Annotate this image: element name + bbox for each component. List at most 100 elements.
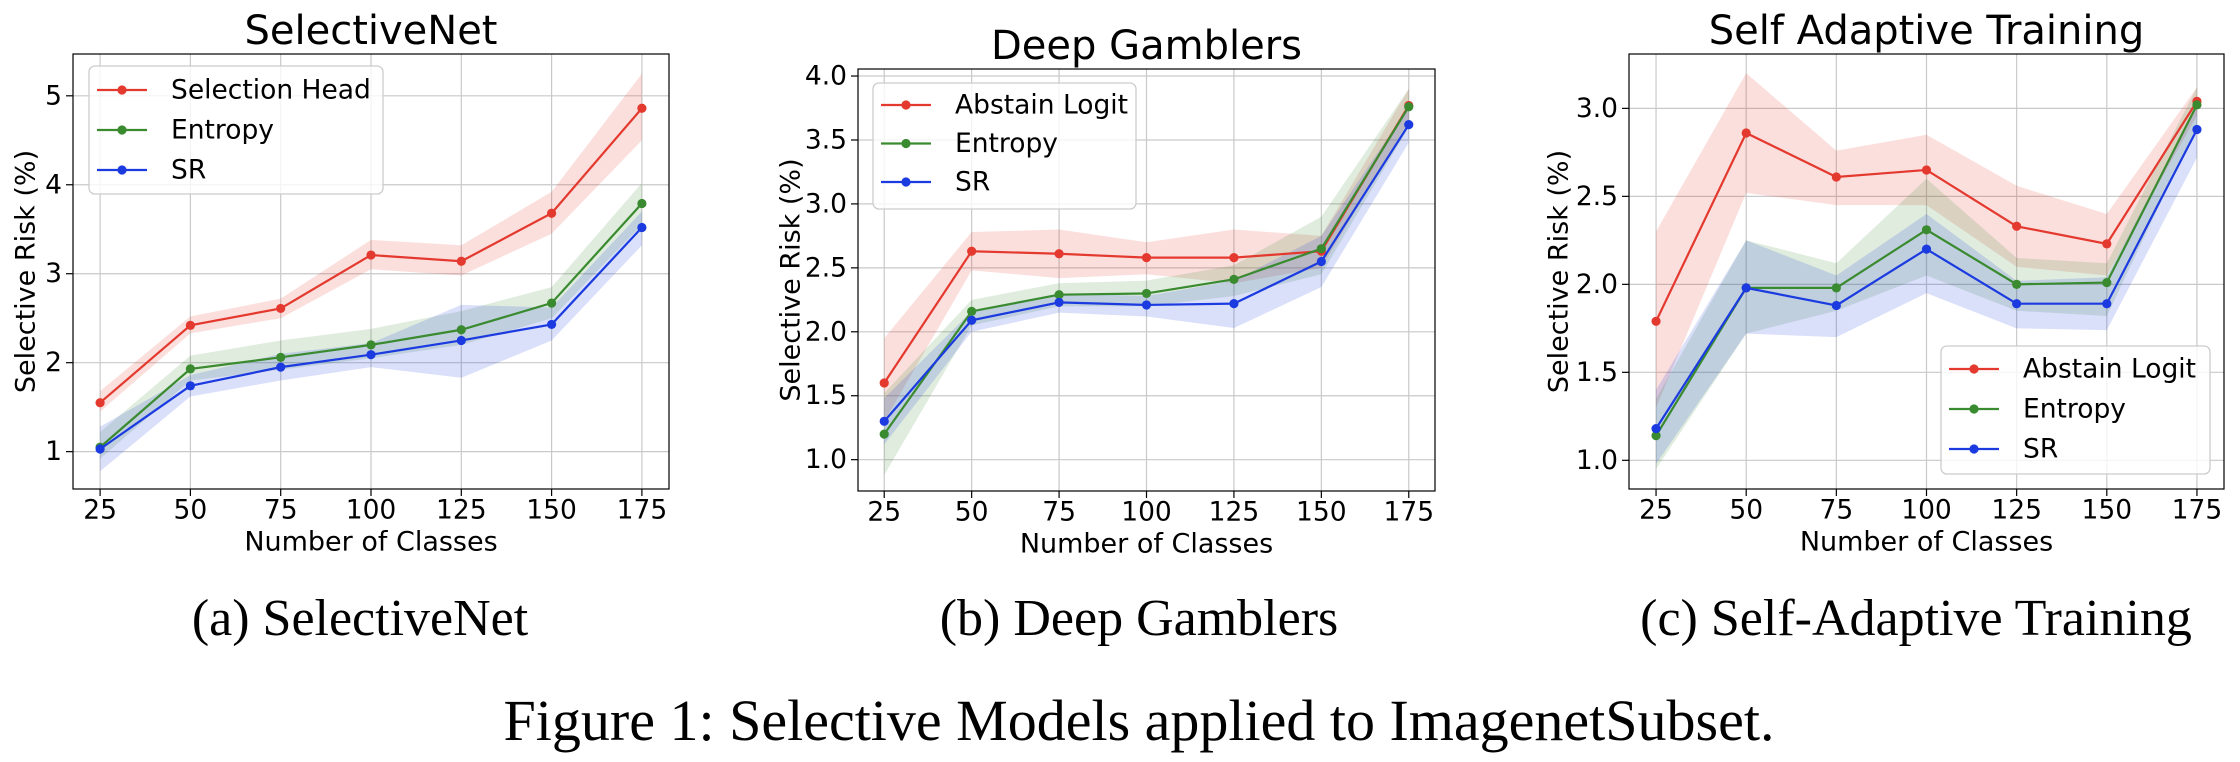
y-tick-label: 2 — [45, 347, 62, 378]
data-point-selection-head — [185, 320, 195, 330]
data-point-entropy — [1831, 283, 1841, 293]
data-point-sr — [366, 350, 376, 360]
y-tick-label: 3.5 — [805, 124, 847, 155]
y-tick-label: 3.0 — [805, 188, 847, 219]
legend-marker-abstain-logit — [1969, 364, 1979, 374]
data-point-entropy — [1316, 244, 1326, 254]
data-point-sr — [547, 319, 557, 330]
data-point-abstain-logit — [1141, 253, 1152, 263]
data-point-sr — [1651, 424, 1661, 434]
x-tick-label: 75 — [1819, 495, 1853, 526]
subcaption-c: (c) Self-Adaptive Training — [1640, 590, 2192, 647]
y-tick-label: 4.0 — [805, 61, 847, 92]
data-point-entropy — [366, 340, 376, 350]
data-point-abstain-logit — [1921, 165, 1932, 175]
data-point-entropy — [879, 429, 889, 439]
data-point-abstain-logit — [1229, 253, 1239, 263]
legend-marker-entropy — [1969, 404, 1979, 414]
x-tick-label: 50 — [174, 495, 208, 526]
data-point-sr — [1316, 256, 1326, 267]
data-point-selection-head — [547, 208, 557, 218]
data-point-sr — [1404, 120, 1414, 130]
data-point-abstain-logit — [879, 378, 889, 388]
x-tick-label: 100 — [1901, 495, 1952, 526]
y-axis-label: Selective Risk (%) — [1544, 150, 1575, 393]
legend-frame — [88, 65, 384, 195]
legend-label-abstain-logit: Abstain Logit — [955, 90, 1128, 121]
x-tick-label: 175 — [1383, 497, 1434, 528]
data-point-entropy — [1054, 290, 1064, 300]
legend-marker-sr — [117, 165, 127, 175]
band-abstain-logit — [1656, 73, 2197, 408]
x-tick-label: 25 — [867, 497, 901, 528]
data-point-entropy — [967, 306, 977, 316]
data-point-sr — [879, 416, 889, 426]
subcaption-a: (a) SelectiveNet — [191, 590, 529, 647]
y-tick-label: 1.5 — [1576, 357, 1618, 388]
data-point-sr — [1921, 244, 1932, 254]
x-tick-label: 25 — [1639, 495, 1673, 526]
legend-frame — [872, 82, 1137, 210]
data-point-entropy — [2012, 279, 2022, 289]
band-sr — [100, 211, 642, 472]
chart-title: Deep Gamblers — [991, 23, 1302, 69]
data-point-entropy — [2192, 100, 2202, 110]
data-point-entropy — [276, 352, 286, 362]
data-point-abstain-logit — [1741, 128, 1751, 138]
x-tick-label: 100 — [1121, 497, 1172, 528]
data-point-sr — [2012, 299, 2022, 309]
x-tick-label: 125 — [1991, 495, 2042, 526]
x-tick-label: 150 — [1296, 497, 1347, 528]
band-sr — [1656, 104, 2197, 464]
data-point-sr — [1054, 297, 1064, 307]
data-point-selection-head — [456, 256, 466, 266]
figure-caption: Figure 1: Selective Models applied to Im… — [503, 688, 1775, 753]
y-tick-label: 1 — [45, 436, 62, 467]
data-point-entropy — [1404, 102, 1414, 112]
legend-label-entropy: Entropy — [955, 128, 1058, 159]
y-tick-label: 1.0 — [1576, 445, 1618, 476]
chart-title: Self Adaptive Training — [1709, 8, 2145, 54]
band-sr — [884, 106, 1409, 445]
data-point-entropy — [1229, 274, 1239, 284]
data-point-sr — [2102, 299, 2112, 309]
data-point-entropy — [547, 298, 557, 308]
legend: Abstain Logit Entropy SR — [1940, 345, 2211, 475]
x-tick-label: 50 — [955, 497, 989, 528]
data-point-sr — [967, 315, 977, 325]
data-point-abstain-logit — [2102, 239, 2112, 249]
y-axis-label: Selective Risk (%) — [11, 150, 42, 393]
y-tick-label: 2.5 — [1576, 181, 1618, 212]
legend-label-selection-head: Selection Head — [171, 75, 371, 106]
x-tick-label: 150 — [2082, 495, 2133, 526]
data-point-sr — [185, 381, 195, 391]
y-tick-label: 5 — [45, 80, 62, 111]
legend-label-abstain-logit: Abstain Logit — [2023, 354, 2196, 385]
band-entropy — [1656, 87, 2197, 470]
y-tick-label: 3.0 — [1576, 93, 1618, 124]
legend-marker-selection-head — [117, 85, 127, 95]
legend-label-entropy: Entropy — [2023, 394, 2126, 425]
data-point-sr — [456, 335, 466, 346]
data-point-entropy — [2102, 277, 2112, 288]
legend-label-sr: SR — [955, 167, 990, 198]
data-point-entropy — [1651, 431, 1661, 441]
data-point-sr — [276, 362, 286, 372]
legend-marker-abstain-logit — [901, 100, 911, 110]
legend-frame — [1940, 345, 2211, 475]
x-tick-label: 50 — [1729, 495, 1763, 526]
data-point-entropy — [1141, 288, 1152, 299]
data-point-selection-head — [366, 250, 376, 260]
y-tick-label: 1.5 — [805, 380, 847, 411]
legend-label-entropy: Entropy — [171, 115, 274, 146]
x-tick-label: 150 — [526, 495, 577, 526]
x-tick-label: 125 — [436, 495, 487, 526]
x-axis-label: Number of Classes — [1800, 527, 2053, 558]
y-tick-label: 4 — [45, 169, 62, 200]
y-axis-label: Selective Risk (%) — [776, 158, 807, 401]
legend-marker-entropy — [901, 138, 911, 149]
y-tick-label: 2.5 — [805, 252, 847, 283]
band-entropy — [884, 88, 1409, 476]
data-point-abstain-logit — [1831, 172, 1841, 182]
